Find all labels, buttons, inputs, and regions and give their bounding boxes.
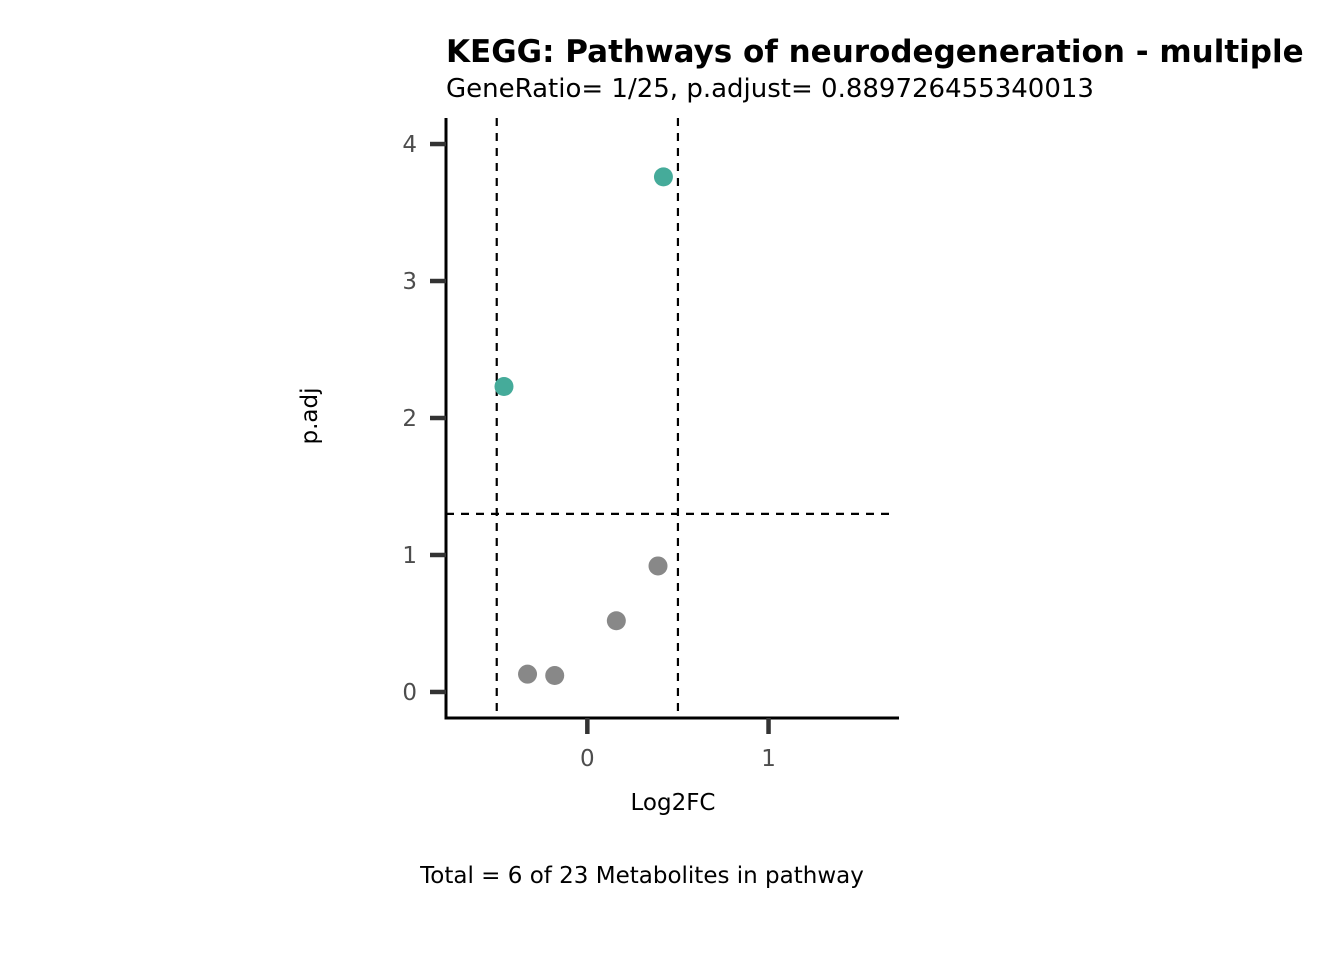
data-point-3	[648, 556, 668, 576]
y-tick-label-0: 0	[402, 680, 417, 706]
tick-marks: 0 1 2 3 4 0 1	[402, 132, 775, 772]
x-tick-label-1: 1	[761, 746, 776, 772]
data-point-5	[518, 664, 538, 684]
y-tick-label-3: 3	[402, 269, 417, 295]
chart-caption: Total = 6 of 23 Metabolites in pathway	[419, 863, 864, 889]
data-point-2	[494, 376, 514, 396]
threshold-lines	[446, 118, 891, 718]
y-axis-title: p.adj	[297, 388, 323, 445]
data-point-4	[606, 611, 626, 631]
data-point-1	[653, 167, 673, 187]
x-axis-title: Log2FC	[630, 790, 715, 816]
chart-subtitle: GeneRatio= 1/25, p.adjust= 0.88972645534…	[446, 74, 1094, 104]
data-points	[494, 167, 673, 686]
x-tick-label-0: 0	[580, 746, 595, 772]
axes	[444, 118, 899, 720]
y-tick-label-2: 2	[402, 406, 417, 432]
y-tick-label-1: 1	[402, 543, 417, 569]
data-point-6	[545, 666, 565, 686]
chart-title: KEGG: Pathways of neurodegeneration - mu…	[446, 34, 1304, 70]
y-tick-label-4: 4	[402, 132, 417, 158]
